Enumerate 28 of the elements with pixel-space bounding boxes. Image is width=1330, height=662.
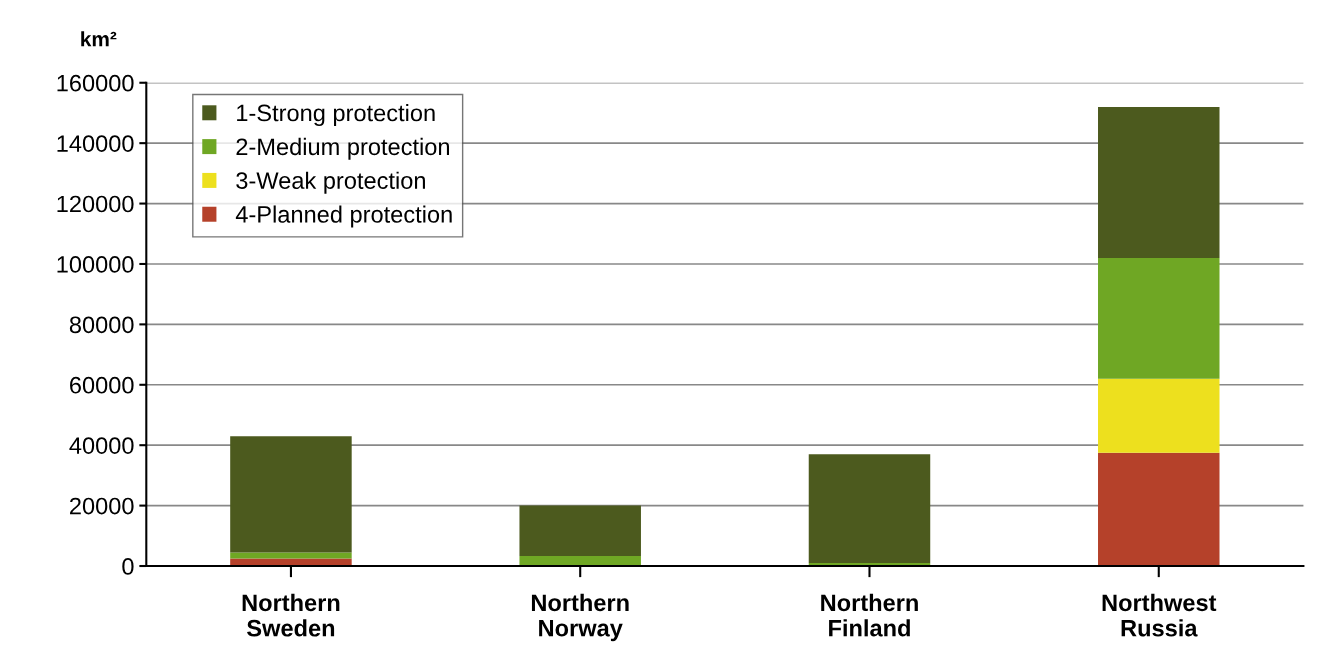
x-tick-label: Northern Finland [821,593,918,637]
legend-label: 4-Planned protection [235,205,452,228]
y-tick-label: 80000 [69,316,134,334]
bar [1098,378,1220,453]
y-tick-label: 160000 [57,74,134,92]
y-tick-label: 120000 [57,195,134,213]
y-axis-title: km² [81,31,117,47]
y-tick-label: 0 [122,558,134,575]
legend-label: 2-Medium protection [236,137,450,160]
legend-label: 1-Strong protection [237,104,435,127]
bar [519,505,641,557]
y-tick-label: 40000 [69,437,134,454]
bar [1098,106,1220,258]
x-tick-label: Northern Sweden [242,593,340,637]
y-tick-label: 100000 [57,256,134,273]
bar [230,552,352,559]
bar [808,454,931,563]
y-tick-label: 140000 [57,135,134,152]
bar [230,436,352,553]
y-tick-label: 60000 [70,376,134,394]
y-tick-label: 20000 [70,497,134,515]
bar [519,556,641,567]
bar [1098,257,1220,379]
x-tick-label: Northwest Russia [1102,593,1217,637]
bar [230,558,352,567]
bar [1098,452,1220,567]
x-tick-label: Northern Norway [531,593,629,642]
legend-label: 3-Weak protection [236,171,425,194]
